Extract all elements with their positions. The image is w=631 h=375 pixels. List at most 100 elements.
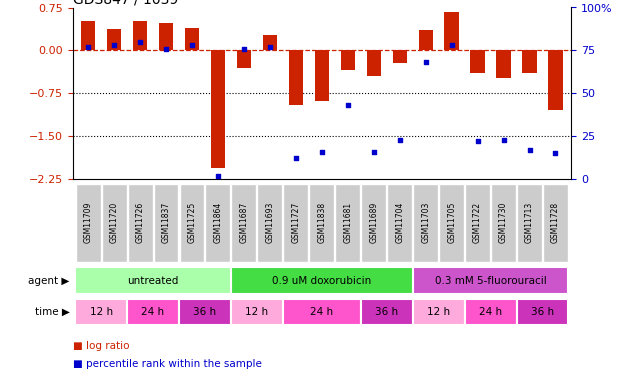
Bar <box>413 183 438 262</box>
Text: GSM11689: GSM11689 <box>369 202 378 243</box>
Text: agent ▶: agent ▶ <box>28 276 69 285</box>
Text: GSM11709: GSM11709 <box>84 202 93 243</box>
Point <box>213 172 223 178</box>
Text: 36 h: 36 h <box>375 307 398 317</box>
Text: ■ log ratio: ■ log ratio <box>73 341 129 351</box>
Bar <box>517 183 542 262</box>
Point <box>473 138 483 144</box>
Bar <box>464 299 517 326</box>
Text: GDS847 / 1039: GDS847 / 1039 <box>73 0 178 6</box>
Bar <box>231 267 413 294</box>
Bar <box>107 28 121 50</box>
Point <box>369 148 379 154</box>
Point <box>161 46 171 52</box>
Text: GSM11730: GSM11730 <box>499 202 508 243</box>
Point <box>317 148 327 154</box>
Bar <box>289 50 303 105</box>
Text: GSM11693: GSM11693 <box>266 202 274 243</box>
Bar <box>237 50 251 68</box>
Bar <box>159 23 173 50</box>
Bar <box>497 50 510 78</box>
Bar <box>76 183 100 262</box>
Bar <box>133 21 147 50</box>
Text: 24 h: 24 h <box>479 307 502 317</box>
Bar <box>185 27 199 50</box>
Bar <box>283 299 361 326</box>
Text: GSM11725: GSM11725 <box>187 202 196 243</box>
Bar <box>367 50 381 76</box>
Point <box>421 59 431 65</box>
Bar <box>361 299 413 326</box>
Bar <box>309 183 334 262</box>
Text: time ▶: time ▶ <box>35 307 69 317</box>
Text: GSM11720: GSM11720 <box>110 202 119 243</box>
Bar <box>206 183 230 262</box>
Bar <box>439 183 464 262</box>
Text: 12 h: 12 h <box>90 307 113 317</box>
Bar <box>75 299 127 326</box>
Text: GSM11837: GSM11837 <box>162 202 170 243</box>
Text: 12 h: 12 h <box>427 307 450 317</box>
Bar <box>543 183 568 262</box>
Bar <box>211 50 225 168</box>
Text: GSM11681: GSM11681 <box>343 202 352 243</box>
Text: GSM11703: GSM11703 <box>421 202 430 243</box>
Point <box>83 44 93 50</box>
Bar <box>387 183 412 262</box>
Bar <box>81 21 95 50</box>
Text: GSM11713: GSM11713 <box>525 202 534 243</box>
Bar <box>465 183 490 262</box>
Bar <box>127 299 179 326</box>
Bar <box>232 183 256 262</box>
Text: ■ percentile rank within the sample: ■ percentile rank within the sample <box>73 359 261 369</box>
Bar <box>341 50 355 70</box>
Point <box>239 46 249 52</box>
Point <box>447 42 457 48</box>
Text: 36 h: 36 h <box>531 307 554 317</box>
Bar <box>75 267 231 294</box>
Bar <box>335 183 360 262</box>
Bar <box>231 299 283 326</box>
Bar <box>548 50 563 110</box>
Text: GSM11726: GSM11726 <box>136 202 144 243</box>
Bar <box>413 299 464 326</box>
Bar <box>418 30 433 50</box>
Bar <box>153 183 179 262</box>
Point <box>524 147 534 153</box>
Bar <box>179 299 231 326</box>
Text: GSM11728: GSM11728 <box>551 202 560 243</box>
Text: GSM11687: GSM11687 <box>239 202 249 243</box>
Bar <box>522 50 536 73</box>
Text: GSM11864: GSM11864 <box>213 202 223 243</box>
Point <box>187 42 197 48</box>
Point <box>343 102 353 108</box>
Text: 0.3 mM 5-fluorouracil: 0.3 mM 5-fluorouracil <box>435 276 546 285</box>
Text: 12 h: 12 h <box>245 307 268 317</box>
Text: GSM11705: GSM11705 <box>447 202 456 243</box>
Text: 36 h: 36 h <box>194 307 216 317</box>
Point <box>265 44 275 50</box>
Bar <box>283 183 309 262</box>
Point <box>291 155 301 161</box>
Text: 0.9 uM doxorubicin: 0.9 uM doxorubicin <box>272 276 372 285</box>
Bar <box>262 35 277 50</box>
Bar <box>127 183 153 262</box>
Bar <box>102 183 127 262</box>
Point <box>498 136 509 142</box>
Bar <box>413 267 569 294</box>
Point <box>550 150 560 156</box>
Text: GSM11722: GSM11722 <box>473 202 482 243</box>
Bar <box>491 183 516 262</box>
Bar <box>471 50 485 73</box>
Point <box>394 136 404 142</box>
Bar <box>362 183 386 262</box>
Bar <box>392 50 407 63</box>
Text: 24 h: 24 h <box>141 307 165 317</box>
Point <box>135 39 145 45</box>
Bar <box>180 183 204 262</box>
Text: 24 h: 24 h <box>310 307 333 317</box>
Bar <box>517 299 569 326</box>
Bar <box>315 50 329 100</box>
Point <box>109 42 119 48</box>
Text: untreated: untreated <box>127 276 179 285</box>
